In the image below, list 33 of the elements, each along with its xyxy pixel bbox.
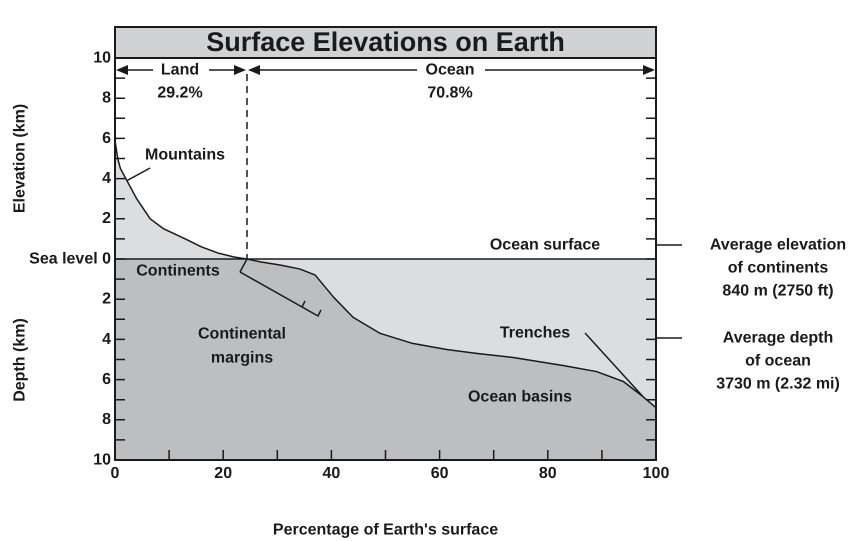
annotation: Ocean basins [468,388,572,406]
y-tick-label: 10 [93,49,112,66]
x-tick-label: 100 [642,465,670,482]
text: Average depth of ocean 3730 m (2.32 mi) [716,329,840,392]
annotation: Continents [136,262,220,280]
annotation: 70.8% [427,84,473,102]
y-tick-label: 2 [102,290,112,308]
y-axis-title: Elevation (km) [11,104,28,214]
annotation: Land [160,61,200,78]
text: Average elevation of continents 840 m (2750 ft) [710,236,846,300]
y-tick-label: 8 [102,411,112,428]
x-axis-title: Percentage of Earth's surface [272,521,498,538]
x-tick-label: 80 [538,465,557,482]
text: Depth (km) [11,318,28,402]
y-tick-label: 6 [102,130,112,147]
annotation: Trenches [500,324,570,342]
y-tick-label: 8 [102,90,112,107]
annotation: Mountains [145,146,226,164]
y-tick-label: 4 [102,330,112,348]
y-tick-label: 10 [93,451,112,468]
y-tick-label: 2 [102,210,112,228]
y-tick-label: 6 [102,371,112,388]
y-tick-label: Sea level 0 [29,250,112,268]
chart-title: Surface Elevations on Earth [206,26,565,57]
annotation: Ocean surface [490,236,600,254]
x-tick-label: 60 [430,465,449,482]
annotation: Continental margins [198,325,286,366]
annotation: 29.2% [157,84,203,102]
x-tick-label: 0 [110,465,120,482]
y-tick-label: 4 [102,170,112,188]
annotation: Ocean [426,61,474,78]
x-tick-label: 40 [322,465,340,482]
x-tick-label: 20 [214,465,232,482]
